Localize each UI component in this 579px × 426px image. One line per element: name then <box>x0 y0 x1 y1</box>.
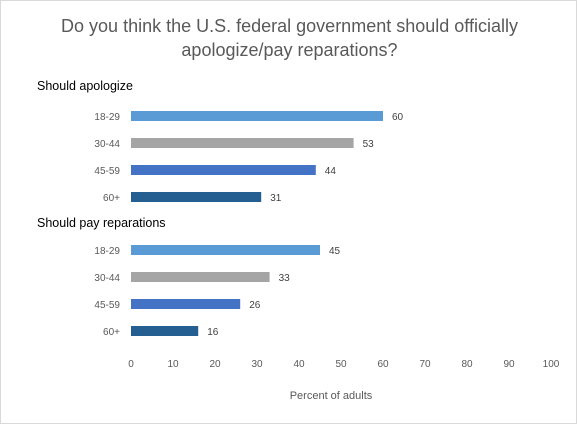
data-label: 16 <box>207 327 219 338</box>
x-tick-label: 50 <box>335 359 347 370</box>
category-label: 45-59 <box>94 300 120 311</box>
bar <box>131 111 383 121</box>
x-tick-label: 70 <box>419 359 431 370</box>
data-label: 26 <box>249 300 261 311</box>
chart-title-line-1: Do you think the U.S. federal government… <box>61 16 518 36</box>
x-tick-label: 100 <box>543 359 560 370</box>
data-label: 60 <box>392 112 404 123</box>
x-tick-label: 90 <box>503 359 515 370</box>
category-label: 30-44 <box>94 273 120 284</box>
x-tick-label: 0 <box>128 359 134 370</box>
data-label: 31 <box>270 193 282 204</box>
category-label: 45-59 <box>94 166 120 177</box>
bar <box>131 272 270 282</box>
bar <box>131 192 262 202</box>
group-label: Should apologize <box>37 79 133 93</box>
data-label: 44 <box>325 166 337 177</box>
chart-title-line-2: apologize/pay reparations? <box>181 40 398 60</box>
x-tick-label: 20 <box>209 359 221 370</box>
x-tick-label: 40 <box>293 359 305 370</box>
x-axis-label: Percent of adults <box>290 390 373 402</box>
category-label: 60+ <box>103 193 120 204</box>
bar <box>131 326 199 336</box>
category-label: 60+ <box>103 327 120 338</box>
x-tick-label: 30 <box>251 359 263 370</box>
x-tick-label: 10 <box>167 359 179 370</box>
x-tick-label: 80 <box>461 359 473 370</box>
bar <box>131 245 320 255</box>
x-tick-label: 60 <box>377 359 389 370</box>
data-label: 33 <box>279 273 291 284</box>
group-label: Should pay reparations <box>37 216 166 230</box>
data-label: 53 <box>363 139 375 150</box>
data-label: 45 <box>329 246 341 257</box>
bar <box>131 299 241 309</box>
bar <box>131 138 354 148</box>
bar <box>131 165 316 175</box>
category-label: 30-44 <box>94 139 120 150</box>
category-label: 18-29 <box>94 246 120 257</box>
category-label: 18-29 <box>94 112 120 123</box>
